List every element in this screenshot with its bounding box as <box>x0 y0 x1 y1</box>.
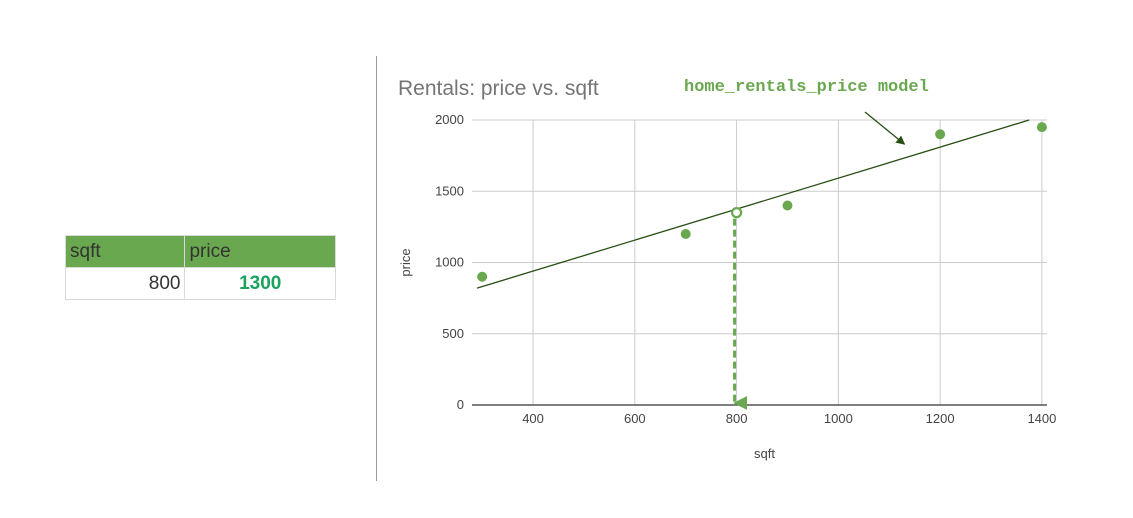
data-point <box>680 229 691 239</box>
table-row: 800 1300 <box>64 267 336 300</box>
predicted-price-cell: 1300 <box>184 267 336 300</box>
prediction-point <box>731 207 743 219</box>
x-tick-label: 800 <box>726 411 748 426</box>
data-point <box>477 271 488 282</box>
regression-line <box>476 119 1030 289</box>
y-tick-label: 1000 <box>435 255 464 270</box>
table-header-price: price <box>184 235 336 268</box>
x-tick-label: 1200 <box>926 411 955 426</box>
data-point <box>935 129 946 140</box>
x-tick-label: 1000 <box>824 411 853 426</box>
y-axis-title: price <box>398 248 413 276</box>
prediction-table: sqft price 800 1300 <box>64 235 336 300</box>
x-tick-label: 1400 <box>1027 411 1056 426</box>
x-tick-label: 400 <box>522 411 544 426</box>
chart-title: Rentals: price vs. sqft <box>398 77 599 100</box>
table-header-sqft: sqft <box>64 235 186 268</box>
data-point <box>782 200 793 211</box>
y-tick-label: 1500 <box>435 183 464 198</box>
model-annotation-label: home_rentals_price model <box>684 78 929 97</box>
x-tick-label: 600 <box>624 411 646 426</box>
x-axis-title: sqft <box>754 446 775 461</box>
model-annotation-arrow <box>864 111 906 145</box>
data-point <box>1036 122 1047 133</box>
sqft-cell: 800 <box>64 267 186 300</box>
y-tick-label: 2000 <box>435 112 464 127</box>
y-tick-label: 0 <box>457 397 464 412</box>
y-tick-label: 500 <box>442 326 464 341</box>
vertical-divider <box>376 56 377 481</box>
table-header-row: sqft price <box>64 235 336 268</box>
scatter-chart: Rentals: price vs. sqft 400 600 800 1000 1200… <box>398 77 1056 461</box>
